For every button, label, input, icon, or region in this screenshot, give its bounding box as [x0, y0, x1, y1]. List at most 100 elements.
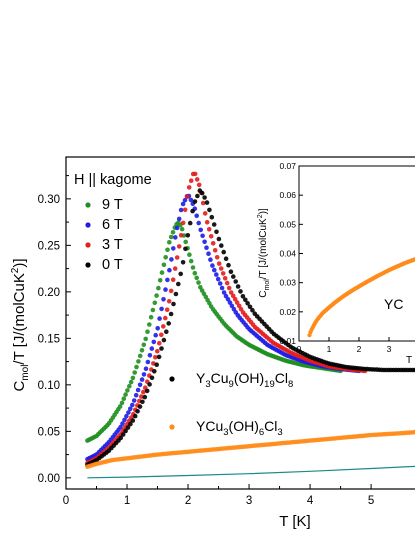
data-point [214, 254, 220, 260]
data-point [229, 303, 235, 309]
data-point [230, 293, 236, 299]
data-point [218, 266, 224, 271]
data-point [194, 213, 199, 219]
data-point [202, 195, 207, 200]
data-point [188, 197, 194, 203]
data-point [152, 300, 158, 306]
data-point [161, 262, 167, 268]
y-tick-label: 0.30 [38, 194, 60, 206]
data-point [215, 276, 221, 282]
data-point [214, 229, 219, 235]
data-point [122, 417, 127, 423]
data-point [186, 185, 192, 190]
data-point [190, 265, 196, 270]
compound-label-y3cu9: Y3Cu9(OH)19Cl8 [169, 370, 293, 390]
data-point [133, 392, 139, 398]
compound-label-ycu3: YCu3(OH)6Cl3 [169, 418, 283, 438]
legend-marker [85, 262, 91, 268]
data-point [154, 362, 159, 368]
y-tick-label: 0.10 [38, 380, 60, 392]
data-point [145, 359, 151, 365]
data-point [157, 316, 162, 321]
data-point [240, 294, 246, 299]
data-point [163, 254, 168, 260]
data-point [219, 243, 224, 248]
data-point [155, 348, 160, 354]
inset-axis-ticks: 0 1 2 3 0.01 0.02 0.03 0.04 0.05 0.06 0.07 [279, 161, 391, 354]
data-point [165, 247, 170, 253]
data-point [192, 171, 198, 177]
legend-label: 6 T [102, 217, 123, 233]
data-point [171, 301, 176, 307]
data-point [164, 307, 170, 313]
inset-y-tick-label: 0.06 [279, 190, 296, 200]
data-point [204, 220, 210, 225]
data-point [127, 383, 132, 389]
data-point [190, 208, 195, 214]
data-point [159, 306, 164, 312]
legend-items: 9 T 6 T 3 T 0 T [85, 197, 123, 273]
main-plot: 0 1 2 3 4 5 0.00 0.05 0.10 0.15 0.20 0.25 0.30 Cmol/… [10, 156, 415, 530]
data-point [198, 227, 203, 233]
series-ycu3-oh-6cl3 [85, 429, 415, 470]
data-point [144, 388, 150, 394]
legend-label: 3 T [102, 237, 123, 253]
data-point [149, 346, 155, 351]
data-point [185, 233, 191, 238]
data-point [204, 245, 209, 250]
data-point [183, 239, 188, 245]
inset-y-tick-label: 0.07 [279, 161, 296, 171]
data-point [226, 285, 232, 291]
data-point [151, 339, 157, 345]
data-point [172, 266, 178, 271]
data-point [168, 311, 174, 317]
data-point [180, 220, 186, 226]
data-point [216, 236, 222, 242]
data-point [136, 359, 141, 364]
data-point [137, 404, 143, 409]
y-tick-label: 0.05 [38, 426, 60, 438]
data-point [153, 355, 158, 360]
data-point [173, 291, 179, 297]
data-point [199, 190, 205, 196]
data-point [118, 424, 123, 430]
data-point [125, 425, 131, 430]
data-point [168, 234, 174, 240]
inset-x-axis-label: T [406, 355, 412, 366]
data-point [179, 226, 185, 232]
data-point [141, 342, 147, 348]
data-point [164, 329, 169, 335]
data-point [128, 379, 134, 385]
data-point [174, 225, 180, 231]
data-point [161, 297, 166, 302]
inset-y-tick-label: 0.01 [279, 336, 296, 346]
data-point [192, 199, 198, 204]
data-point [235, 284, 241, 289]
data-point [210, 263, 215, 268]
data-point [196, 280, 201, 285]
legend-marker [85, 242, 91, 248]
y-tick-label: 0.20 [38, 287, 60, 299]
data-point [166, 299, 172, 304]
data-point [180, 201, 186, 207]
data-point [139, 377, 145, 382]
data-point [117, 404, 123, 409]
inset-x-tick-label: 0 [297, 344, 302, 354]
data-point [234, 300, 240, 305]
data-point [174, 255, 180, 260]
legend-label: 9 T [102, 197, 123, 213]
data-point [224, 280, 230, 286]
data-point [169, 257, 174, 262]
data-point [148, 314, 154, 320]
data-point [243, 297, 248, 303]
data-point [166, 321, 171, 326]
main-reference-lines [87, 465, 415, 479]
data-point [171, 246, 176, 251]
series-0-t [85, 188, 415, 468]
data-point [125, 388, 130, 393]
inset-y-tick-label: 0.02 [279, 307, 296, 317]
data-point [207, 207, 212, 213]
data-point [123, 428, 128, 434]
data-point [142, 394, 148, 400]
data-point [223, 256, 229, 262]
